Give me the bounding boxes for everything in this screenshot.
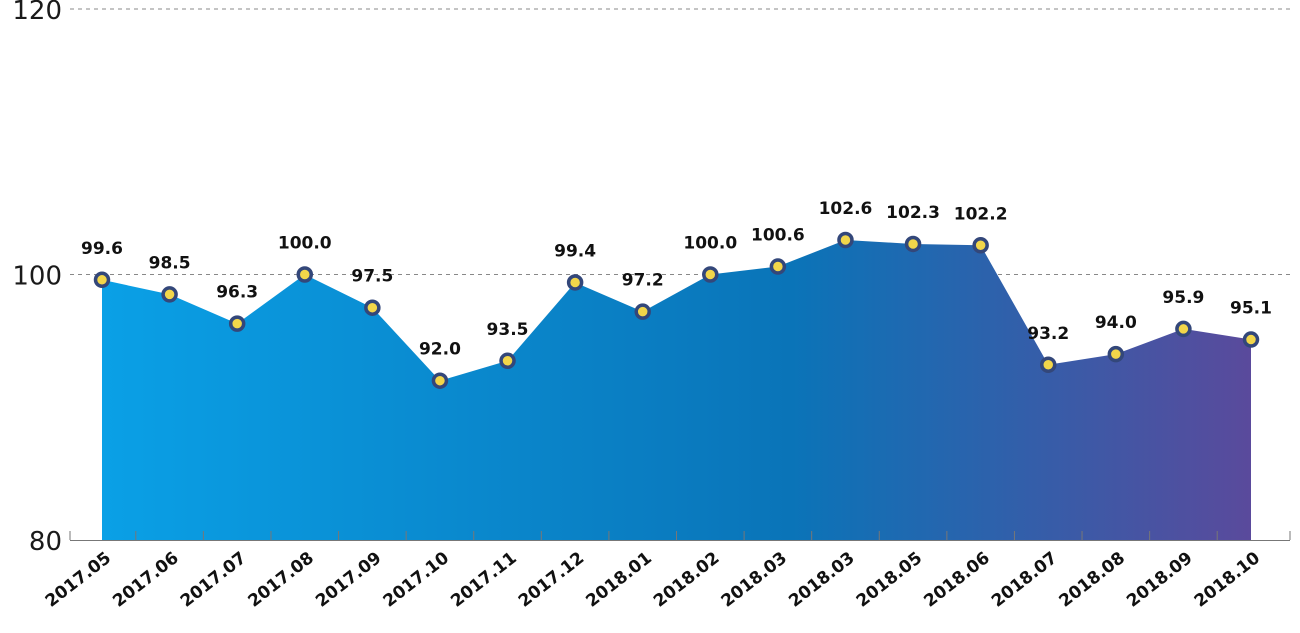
data-label: 99.4 bbox=[554, 241, 596, 261]
x-tick-label: 2017.08 bbox=[245, 548, 318, 611]
x-tick-label: 2018.09 bbox=[1123, 548, 1196, 611]
x-axis-ticks: 2017.052017.062017.072017.082017.092017.… bbox=[42, 548, 1264, 612]
y-tick-label-100: 100 bbox=[12, 262, 62, 292]
x-tick-label: 2017.06 bbox=[109, 548, 182, 611]
data-label: 100.0 bbox=[278, 234, 332, 254]
y-tick-label-80: 80 bbox=[29, 527, 62, 557]
x-tick-label: 2017.12 bbox=[515, 548, 588, 611]
y-tick-label-120: 120 bbox=[12, 0, 62, 26]
data-point bbox=[228, 315, 246, 332]
data-point bbox=[296, 266, 314, 283]
data-point bbox=[431, 372, 449, 389]
data-point bbox=[566, 274, 584, 291]
data-label: 99.6 bbox=[81, 239, 123, 259]
data-label: 102.3 bbox=[886, 203, 940, 223]
x-tick-label: 2018.06 bbox=[920, 548, 993, 611]
data-label: 97.2 bbox=[622, 271, 664, 291]
data-label: 98.5 bbox=[149, 253, 191, 273]
data-point bbox=[93, 271, 111, 289]
x-tick-label: 2018.05 bbox=[853, 548, 926, 611]
data-point bbox=[364, 299, 381, 316]
data-label: 100.6 bbox=[751, 226, 805, 246]
data-point bbox=[161, 286, 178, 303]
x-tick-label: 2017.07 bbox=[177, 548, 250, 611]
x-axis bbox=[69, 531, 1291, 541]
x-tick-label: 2017.05 bbox=[42, 548, 115, 611]
data-labels: 99.6 98.5 96.3 100.0 97.5 92.0 93.5 99.4 97.2 100… bbox=[81, 199, 1272, 360]
x-tick-label: 2018.03 bbox=[785, 548, 858, 611]
data-points bbox=[93, 231, 1260, 389]
data-label: 97.5 bbox=[351, 267, 393, 287]
y-axis-ticks: 80 100 120 bbox=[12, 0, 62, 557]
x-tick-label: 2018.03 bbox=[718, 548, 791, 611]
x-tick-label: 2018.10 bbox=[1191, 548, 1264, 612]
area-series bbox=[102, 239, 1251, 541]
data-point bbox=[972, 237, 989, 254]
data-point bbox=[1175, 320, 1192, 338]
data-label: 95.9 bbox=[1162, 288, 1204, 308]
area-fill bbox=[102, 239, 1251, 541]
data-label: 93.5 bbox=[487, 320, 529, 340]
data-label: 95.1 bbox=[1230, 299, 1272, 319]
data-label: 100.0 bbox=[683, 234, 737, 254]
data-point bbox=[1107, 345, 1125, 363]
grid-lines bbox=[70, 8, 1290, 275]
data-label: 96.3 bbox=[216, 283, 258, 303]
data-label: 102.6 bbox=[819, 199, 873, 219]
data-label: 102.2 bbox=[954, 204, 1008, 224]
data-point bbox=[769, 258, 787, 275]
data-point bbox=[837, 231, 854, 249]
data-point bbox=[1039, 356, 1057, 374]
x-tick-label: 2018.01 bbox=[582, 548, 655, 611]
data-point bbox=[904, 235, 922, 253]
x-tick-label: 2017.10 bbox=[380, 548, 453, 612]
x-tick-label: 2018.02 bbox=[650, 548, 723, 611]
data-label: 93.2 bbox=[1027, 324, 1069, 344]
data-point bbox=[499, 352, 516, 370]
data-point bbox=[634, 303, 651, 320]
data-point bbox=[702, 266, 719, 283]
data-point bbox=[1242, 331, 1260, 348]
x-tick-label: 2017.09 bbox=[312, 548, 385, 611]
data-label: 94.0 bbox=[1095, 313, 1137, 333]
x-tick-label: 2018.08 bbox=[1056, 548, 1129, 611]
x-tick-label: 2018.07 bbox=[988, 548, 1061, 611]
x-tick-label: 2017.11 bbox=[447, 548, 520, 611]
data-label: 92.0 bbox=[419, 340, 461, 360]
